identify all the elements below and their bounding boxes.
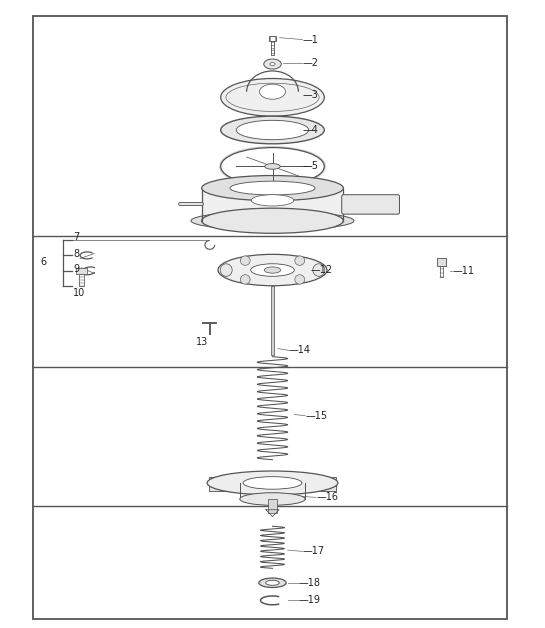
- Ellipse shape: [221, 78, 324, 116]
- Ellipse shape: [259, 84, 286, 99]
- Ellipse shape: [202, 175, 343, 201]
- Text: 10: 10: [72, 288, 84, 298]
- Bar: [271, 286, 274, 355]
- Ellipse shape: [230, 181, 315, 195]
- Ellipse shape: [207, 471, 338, 495]
- Text: —16: —16: [316, 492, 338, 502]
- Ellipse shape: [270, 63, 275, 65]
- Text: —17: —17: [302, 546, 325, 556]
- Ellipse shape: [240, 493, 305, 506]
- Ellipse shape: [265, 163, 280, 170]
- Text: —2: —2: [302, 58, 318, 68]
- Bar: [440, 266, 444, 277]
- Ellipse shape: [237, 121, 308, 139]
- Ellipse shape: [264, 267, 281, 273]
- Ellipse shape: [259, 578, 286, 588]
- Ellipse shape: [218, 254, 327, 286]
- Text: 8: 8: [74, 249, 80, 259]
- Text: 9: 9: [74, 264, 80, 274]
- Bar: [33, 16, 507, 619]
- Bar: [437, 258, 446, 266]
- Ellipse shape: [243, 477, 302, 489]
- Ellipse shape: [313, 264, 325, 276]
- Ellipse shape: [264, 59, 281, 69]
- Text: —19: —19: [299, 595, 320, 605]
- Bar: [76, 268, 87, 274]
- Bar: [79, 274, 84, 286]
- Text: —12: —12: [311, 265, 333, 275]
- Text: 7: 7: [74, 232, 80, 242]
- Ellipse shape: [251, 195, 294, 206]
- Ellipse shape: [220, 264, 232, 276]
- Ellipse shape: [240, 256, 250, 265]
- Text: —15: —15: [305, 411, 328, 421]
- Text: 6: 6: [40, 257, 46, 267]
- Bar: [316, 477, 336, 491]
- Bar: [202, 188, 343, 220]
- Text: —4: —4: [302, 125, 318, 135]
- Ellipse shape: [295, 256, 305, 265]
- Ellipse shape: [221, 116, 324, 144]
- FancyBboxPatch shape: [342, 195, 399, 214]
- Ellipse shape: [191, 211, 354, 230]
- Text: —11: —11: [452, 266, 474, 276]
- Text: 13: 13: [196, 337, 208, 347]
- Bar: [268, 499, 277, 513]
- Text: —1: —1: [302, 35, 318, 45]
- Text: —14: —14: [289, 345, 311, 355]
- Bar: [270, 41, 274, 55]
- Ellipse shape: [251, 264, 294, 276]
- Ellipse shape: [221, 148, 324, 185]
- Bar: [269, 36, 276, 41]
- Bar: [209, 477, 229, 491]
- Text: —5: —5: [302, 161, 318, 171]
- Ellipse shape: [266, 580, 280, 585]
- Ellipse shape: [295, 275, 305, 284]
- Ellipse shape: [240, 275, 250, 284]
- Text: —3: —3: [302, 90, 318, 100]
- Ellipse shape: [202, 208, 343, 233]
- Text: —18: —18: [299, 578, 320, 588]
